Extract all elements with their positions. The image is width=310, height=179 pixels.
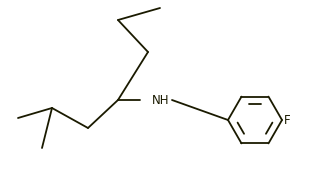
Text: F: F	[284, 113, 290, 127]
Text: NH: NH	[152, 93, 170, 107]
